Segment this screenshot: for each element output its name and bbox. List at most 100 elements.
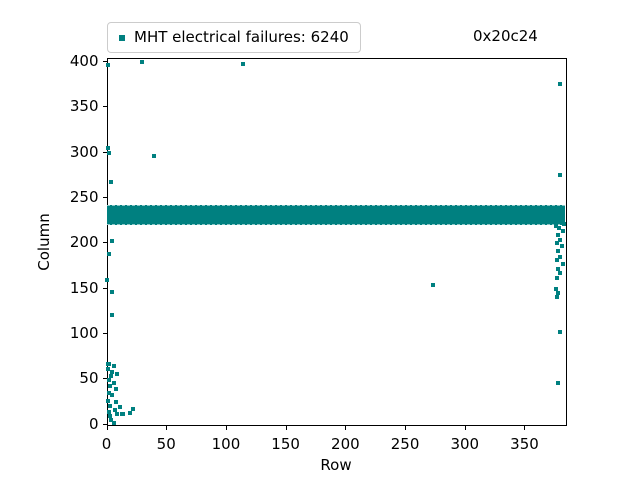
x-tick-mark: [225, 425, 227, 430]
failure-point: [109, 374, 114, 379]
x-tick-mark: [106, 425, 108, 430]
failure-point: [558, 254, 563, 259]
failure-point: [555, 291, 560, 296]
y-tick-label: 350: [69, 97, 99, 116]
y-tick-mark: [102, 106, 107, 108]
plot-area: [106, 57, 567, 426]
failure-point: [108, 384, 113, 389]
failure-point: [558, 81, 563, 86]
y-tick-mark: [102, 332, 107, 334]
y-tick-label: 100: [69, 323, 99, 342]
failure-band: [106, 204, 565, 226]
legend-label: MHT electrical failures: 6240: [134, 28, 349, 46]
failure-point: [554, 241, 559, 246]
y-tick-label: 150: [69, 278, 99, 297]
y-tick-label: 0: [88, 414, 99, 433]
failure-point: [560, 262, 565, 267]
legend: MHT electrical failures: 6240: [107, 22, 361, 53]
x-tick-mark: [166, 425, 168, 430]
failure-point: [104, 278, 109, 283]
x-tick-mark: [345, 425, 347, 430]
failure-point: [121, 412, 126, 417]
failure-point: [430, 282, 435, 287]
failure-point: [112, 407, 117, 412]
failure-point: [152, 154, 157, 159]
y-tick-mark: [102, 151, 107, 153]
failure-point: [109, 179, 114, 184]
failure-point: [106, 252, 111, 257]
failure-point: [557, 225, 562, 230]
y-tick-mark: [102, 242, 107, 244]
legend-marker-icon: [119, 34, 125, 41]
failure-point: [560, 228, 565, 233]
x-tick-label: 350: [510, 434, 539, 453]
failure-point: [140, 60, 145, 65]
failure-point: [111, 364, 116, 369]
y-tick-mark: [102, 423, 107, 425]
failure-point: [558, 271, 563, 276]
failure-point: [553, 287, 558, 292]
failure-point: [554, 275, 559, 280]
failure-point: [106, 361, 111, 366]
y-tick-label: 250: [69, 188, 99, 206]
x-tick-mark: [464, 425, 466, 430]
failure-point: [555, 233, 560, 238]
failure-point: [555, 267, 560, 272]
y-tick-mark: [102, 61, 107, 63]
failure-point: [561, 222, 566, 227]
failure-point: [558, 237, 563, 242]
y-tick-mark: [102, 378, 107, 380]
failure-point: [114, 387, 119, 392]
x-axis-label: Row: [320, 456, 352, 474]
failure-point: [128, 410, 133, 415]
x-tick-label: 300: [450, 434, 480, 453]
failure-point: [110, 393, 115, 398]
x-tick-label: 0: [101, 434, 112, 453]
failure-point: [110, 369, 115, 374]
failure-point: [110, 312, 115, 317]
x-tick-label: 150: [271, 434, 300, 453]
y-tick-label: 400: [69, 52, 99, 71]
failure-point: [111, 380, 116, 385]
failure-point: [555, 380, 560, 385]
failure-point: [115, 411, 120, 416]
failure-point: [559, 243, 564, 248]
failure-point: [558, 173, 563, 178]
y-tick-label: 50: [79, 369, 99, 388]
x-tick-label: 100: [211, 434, 241, 453]
failure-point: [130, 407, 135, 411]
failure-point: [554, 258, 559, 263]
failure-point: [106, 150, 111, 155]
y-axis-label: Column: [35, 213, 53, 271]
failure-point: [106, 378, 111, 382]
failure-point: [555, 249, 560, 254]
y-tick-mark: [102, 197, 107, 198]
failure-point: [105, 146, 110, 151]
x-tick-mark: [524, 425, 526, 430]
y-tick-label: 300: [69, 142, 99, 161]
failure-point: [114, 399, 119, 404]
failure-point: [117, 405, 122, 410]
figure-annotation: 0x20c24: [473, 27, 538, 45]
failure-point: [109, 417, 114, 422]
x-tick-label: 200: [331, 434, 360, 453]
failure-point: [558, 330, 563, 334]
failure-point: [110, 290, 115, 295]
failure-point: [106, 390, 111, 395]
failure-point: [553, 224, 558, 228]
x-tick-label: 250: [390, 434, 420, 453]
failure-point: [110, 239, 115, 244]
failure-point: [240, 61, 245, 66]
y-tick-label: 200: [69, 233, 99, 252]
failure-point: [554, 294, 559, 299]
failure-point: [108, 404, 113, 409]
y-tick-mark: [102, 287, 107, 289]
failure-point: [105, 62, 110, 67]
x-tick-mark: [405, 425, 407, 430]
failure-point: [105, 398, 110, 403]
x-tick-label: 50: [156, 434, 176, 453]
failure-point: [115, 371, 120, 376]
failure-point: [106, 409, 111, 414]
failure-point: [111, 420, 116, 425]
